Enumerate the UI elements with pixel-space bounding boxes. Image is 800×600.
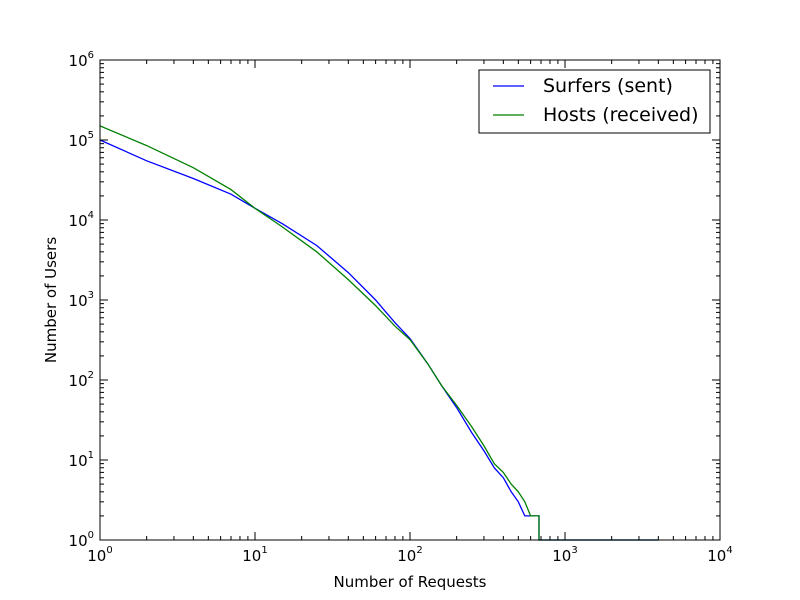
- y-tick-label: 102: [69, 370, 94, 390]
- ticks-layer: 100 101 102 103 104 100 101 102 103 104 105 106: [69, 50, 733, 565]
- x-tick-label: 103: [552, 545, 577, 565]
- y-tick-label: 103: [69, 290, 94, 310]
- x-tick-label: 101: [242, 545, 267, 565]
- legend-label-hosts: Hosts (received): [543, 104, 699, 126]
- y-tick-label: 104: [69, 210, 94, 230]
- x-tick-label: 102: [397, 545, 422, 565]
- legend: Surfers (sent) Hosts (received): [478, 69, 711, 134]
- y-tick-label: 105: [69, 130, 94, 150]
- x-tick-label: 104: [707, 545, 732, 565]
- y-tick-label: 101: [69, 450, 94, 470]
- y-axis-label: Number of Users: [42, 237, 60, 363]
- x-axis-label: Number of Requests: [334, 573, 487, 591]
- y-tick-label: 100: [69, 530, 94, 550]
- y-tick-label: 106: [69, 50, 94, 70]
- series-layer: [99, 125, 659, 541]
- series-line-surfers: [99, 139, 659, 541]
- series-line-hosts: [99, 125, 659, 541]
- legend-label-surfers: Surfers (sent): [543, 75, 673, 97]
- x-tick-label: 100: [87, 545, 112, 565]
- legend-box: [478, 69, 711, 134]
